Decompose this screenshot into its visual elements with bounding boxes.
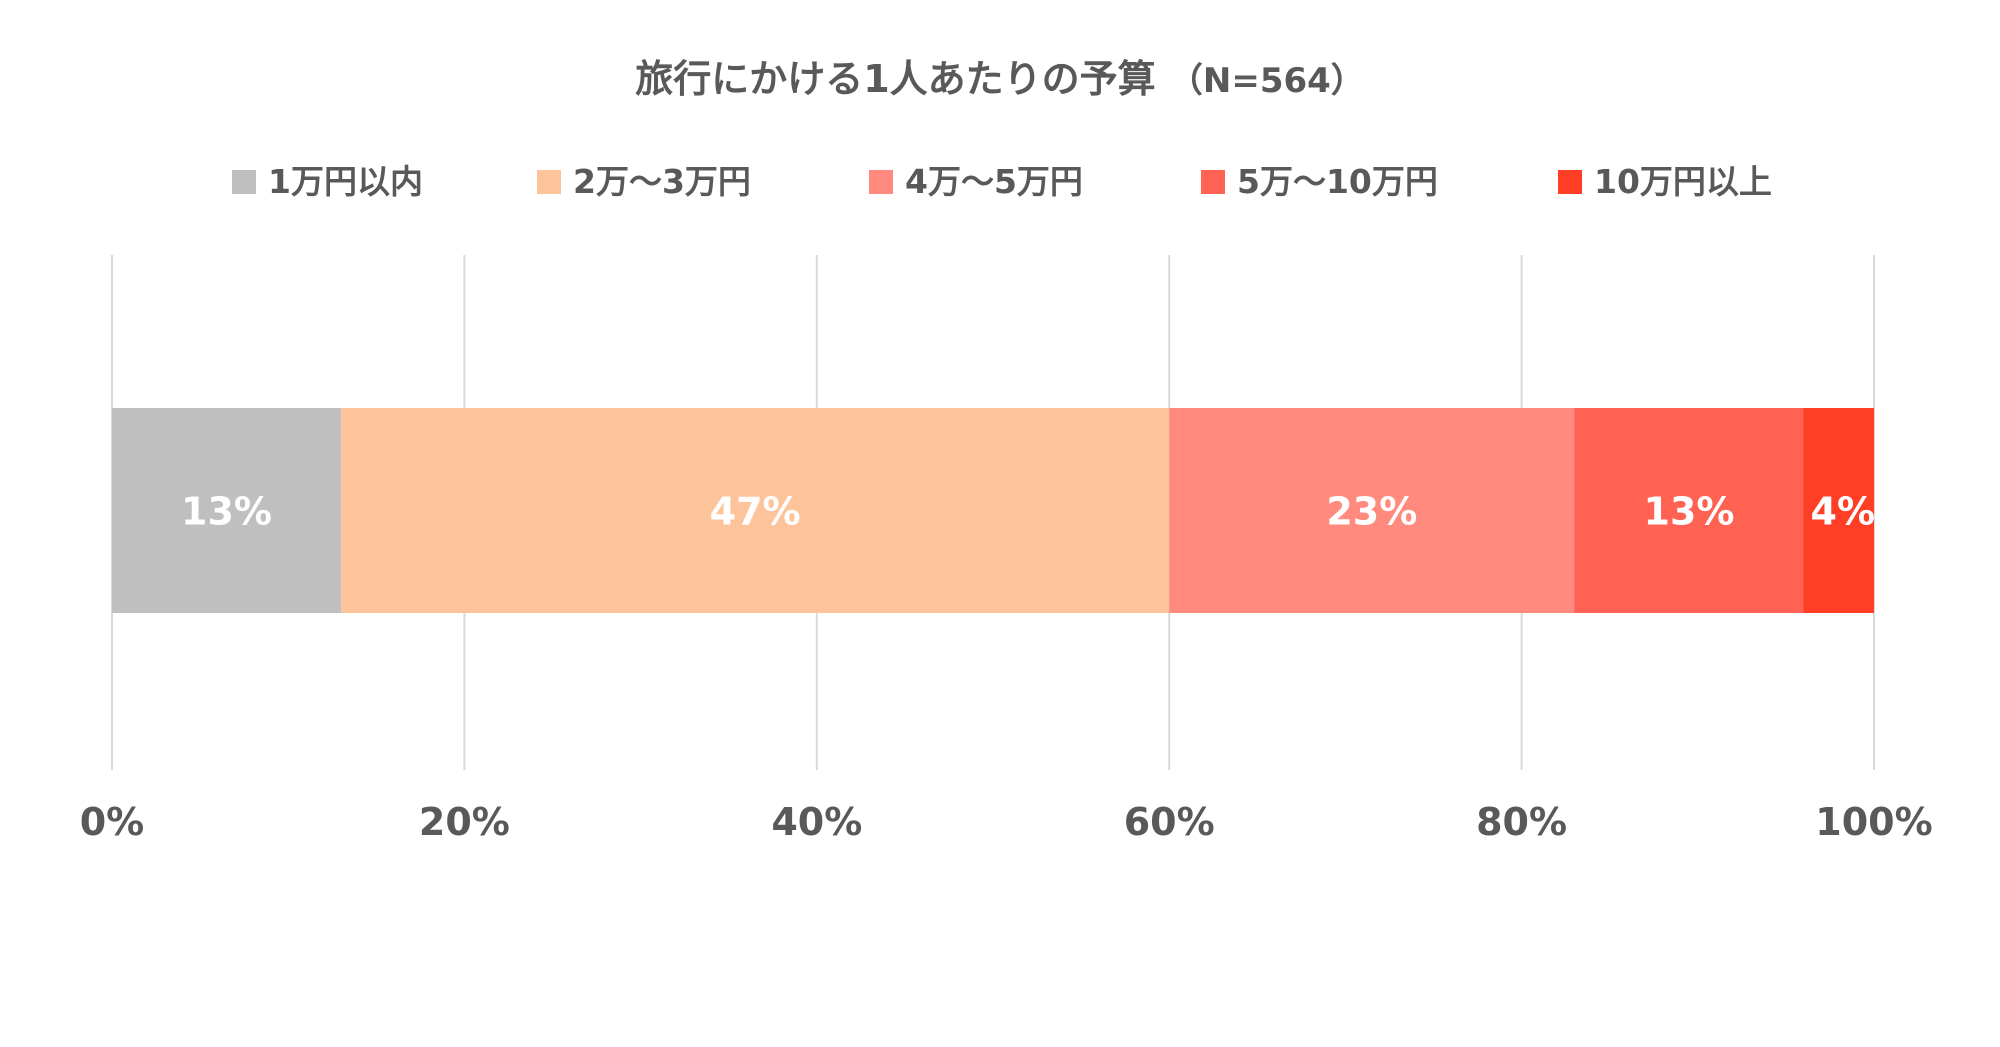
x-tick-label: 40% (771, 800, 862, 844)
legend-label: 4万～5万円 (905, 162, 1083, 201)
legend-label: 1万円以内 (268, 162, 423, 201)
x-tick-label: 20% (419, 800, 510, 844)
bar-segment (1574, 408, 1804, 613)
legend-swatch (869, 170, 893, 194)
data-label: 47% (710, 490, 801, 534)
chart-title: 旅行にかける1人あたりの予算 （N=564） (635, 57, 1365, 101)
legend-label: 5万～10万円 (1237, 162, 1438, 201)
legend-label: 2万～3万円 (573, 162, 751, 201)
bar-segment (112, 408, 342, 613)
x-tick-label: 100% (1815, 800, 1932, 844)
x-tick-label: 80% (1476, 800, 1567, 844)
data-label: 13% (181, 490, 272, 534)
data-label: 13% (1644, 490, 1735, 534)
legend-label: 10万円以上 (1594, 162, 1772, 201)
chart-title-sample-size: （N=564） (1169, 61, 1365, 101)
data-labels: 13% 47% 23% 13% 4% (181, 490, 1875, 534)
legend-swatch (1201, 170, 1225, 194)
legend-swatch (232, 170, 256, 194)
data-label: 23% (1326, 490, 1417, 534)
bar-segment (1803, 408, 1874, 613)
chart-title-main: 旅行にかける1人あたりの予算 (635, 57, 1155, 101)
legend: 1万円以内 2万～3万円 4万～5万円 5万～10万円 10万円以上 (232, 162, 1772, 201)
bar-segments (112, 408, 1874, 613)
legend-swatch (537, 170, 561, 194)
bar-segment (1169, 408, 1575, 613)
data-label: 4% (1811, 490, 1876, 534)
x-tick-label: 60% (1124, 800, 1215, 844)
x-tick-label: 0% (80, 800, 145, 844)
x-axis-tick-labels: 0% 20% 40% 60% 80% 100% (80, 800, 1933, 844)
bar-segment (341, 408, 1170, 613)
legend-swatch (1558, 170, 1582, 194)
